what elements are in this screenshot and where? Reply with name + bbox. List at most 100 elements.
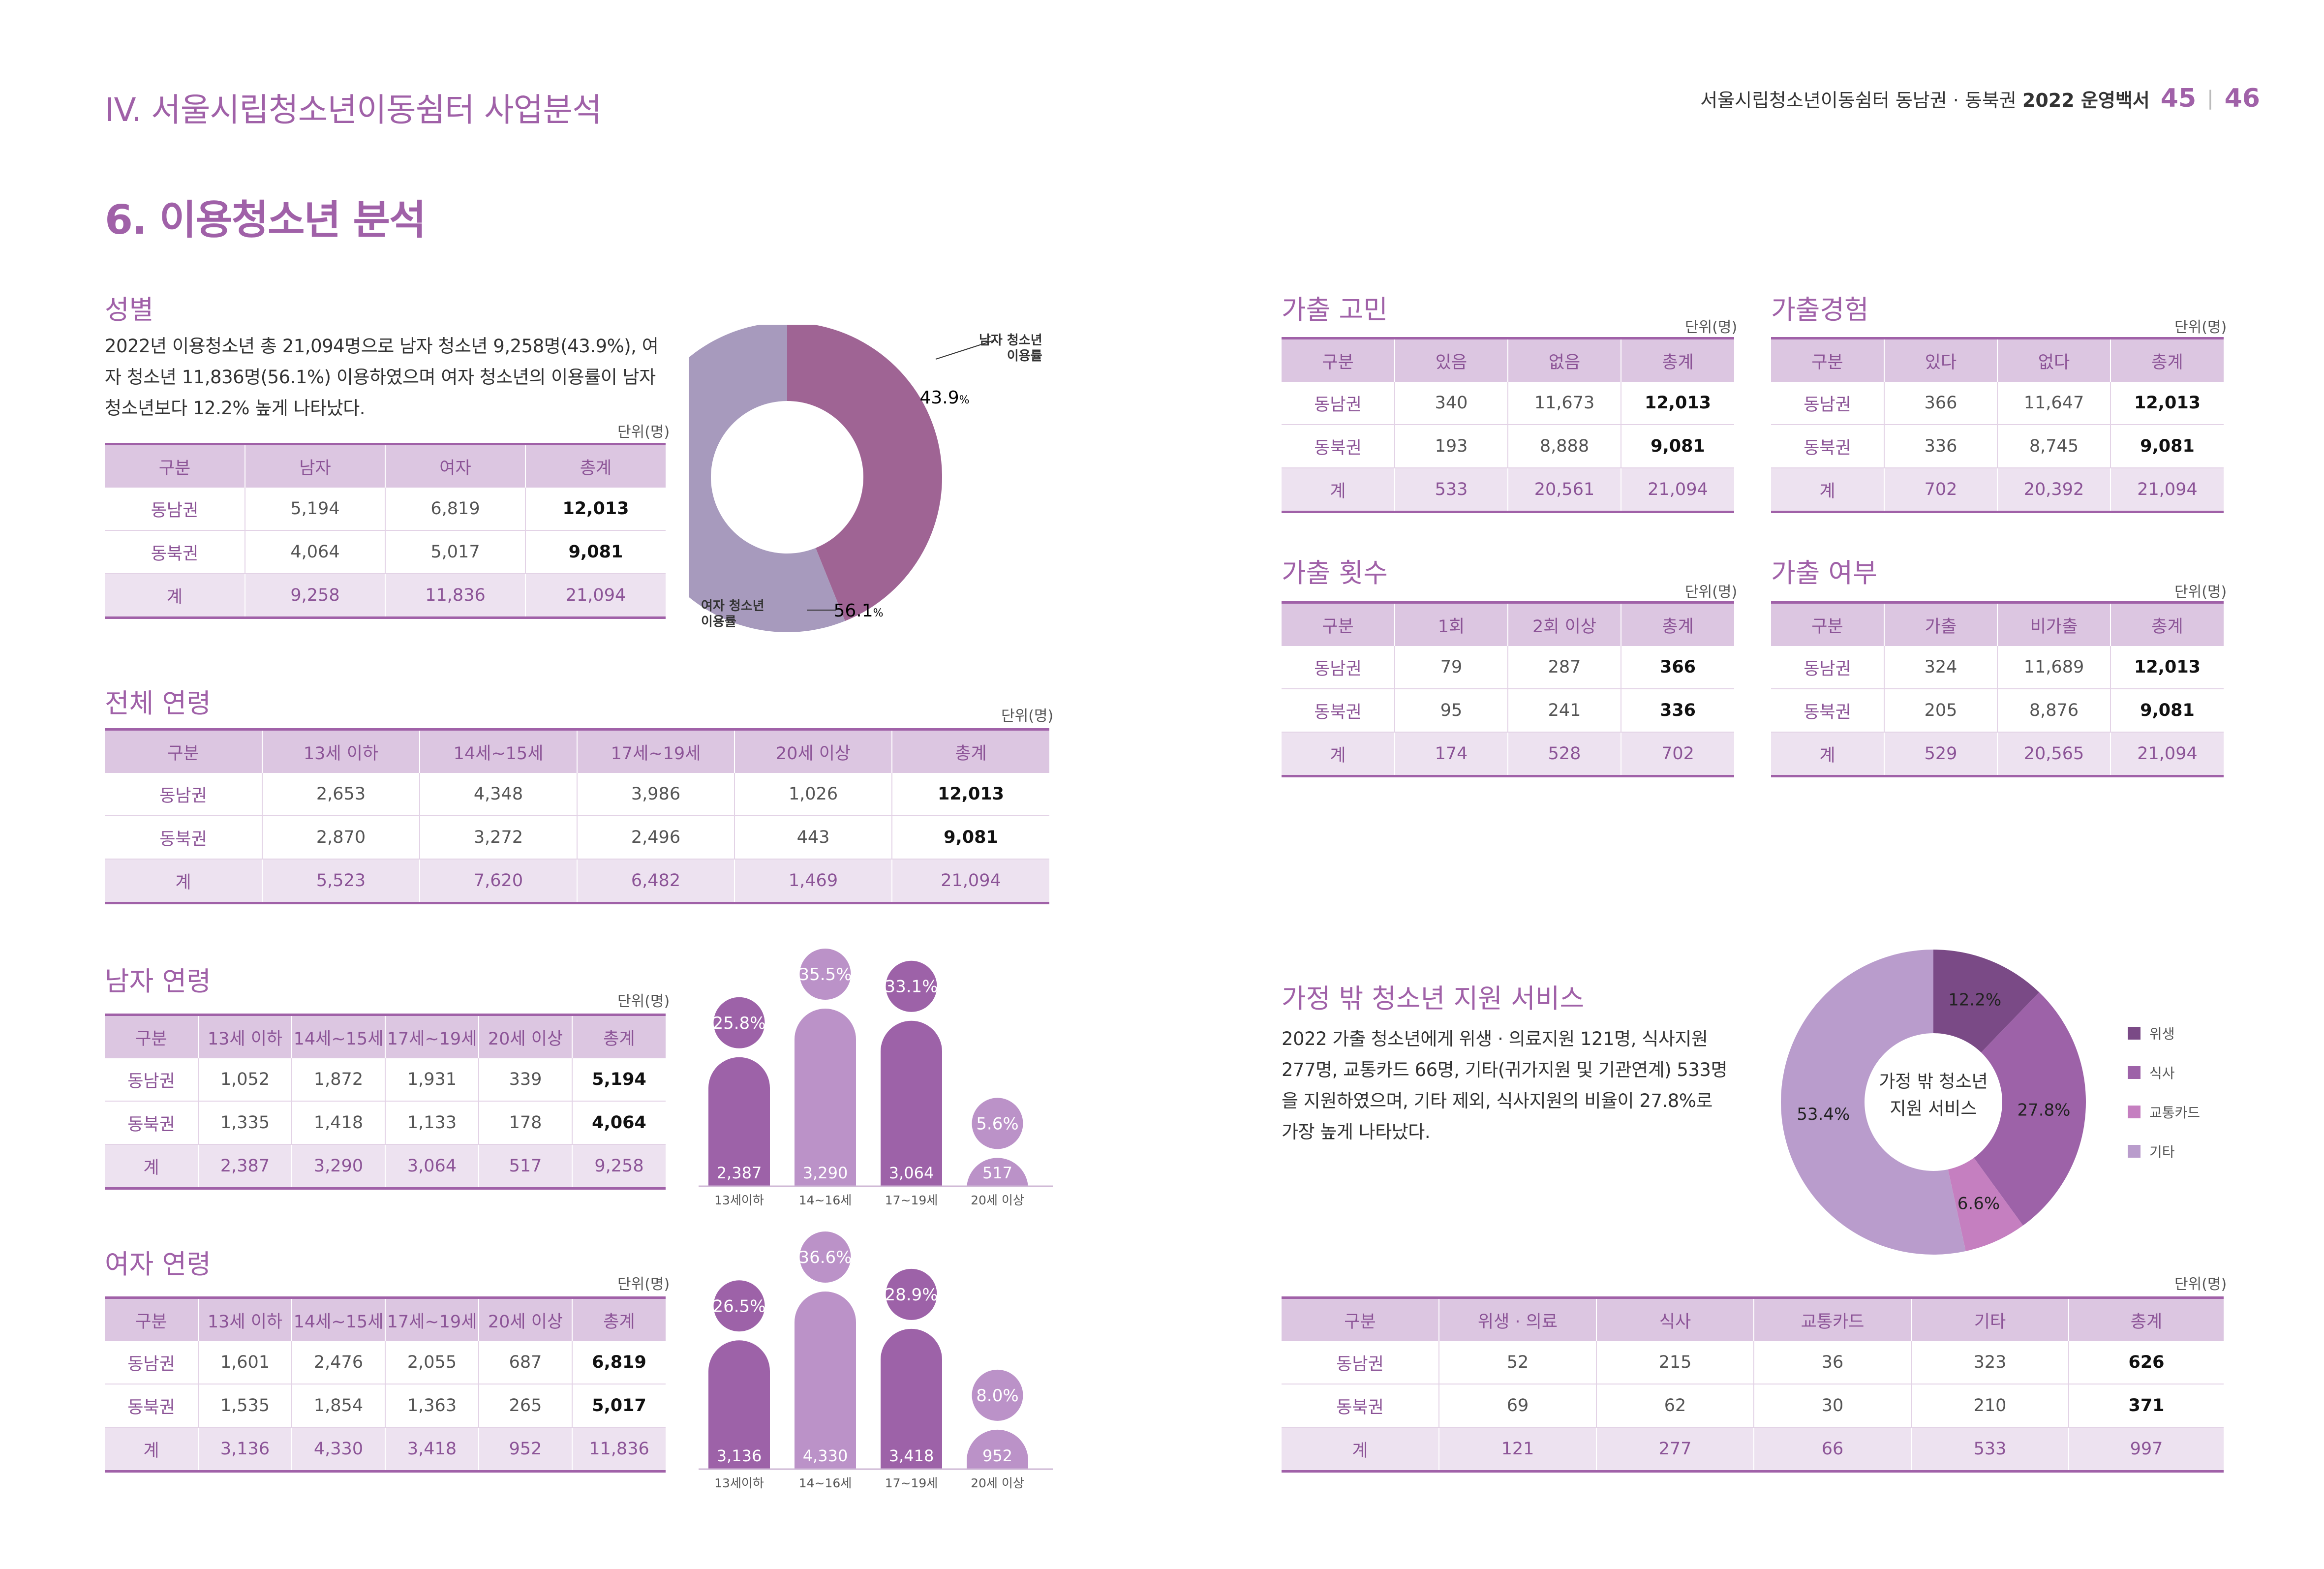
table-cell: 1,026 (734, 773, 892, 816)
person-head (886, 1268, 937, 1320)
male-pct-label: 43.9% (919, 388, 969, 408)
support-donut-chart: 가정 밖 청소년 지원 서비스 12.2% 27.8% 6.6% 53.4% (1781, 950, 2086, 1255)
table-cell: 241 (1507, 689, 1621, 733)
row-label: 동북권 (1282, 1384, 1439, 1428)
table-header-row: 구분 있음 없음 총계 (1282, 337, 1734, 382)
row-label: 동남권 (105, 1058, 198, 1102)
row-label: 동남권 (1771, 382, 1884, 425)
column-header: 위생 · 의료 (1438, 1296, 1596, 1341)
section-title: 6. 이용청소년 분석 (105, 197, 426, 244)
column-header: 없다 (1997, 337, 2110, 382)
table-cell: 339 (478, 1058, 572, 1102)
table-total-row: 계 533 20,561 21,094 (1282, 468, 1734, 513)
table-cell: 21,094 (891, 859, 1049, 904)
legend-item: 교통카드 (2128, 1092, 2200, 1132)
row-label: 동남권 (1282, 1341, 1439, 1384)
table-total-row: 계 9,258 11,836 21,094 (105, 574, 666, 619)
table-cell: 9,081 (1621, 425, 1734, 468)
table-cell: 20,392 (1997, 468, 2110, 513)
runaway-experience-table: 구분 있다 없다 총계 동남권 366 11,647 12,013 동북권 336 8,745 9,0… (1771, 337, 2224, 513)
legend-label: 식사 (2149, 1065, 2175, 1081)
person-head (799, 1231, 851, 1283)
table-cell: 5,194 (572, 1058, 666, 1102)
row-label: 동남권 (1282, 382, 1395, 425)
male-age-table: 구분 13세 이하 14세~15세 17세~19세 20세 이상 총계 동남권 1,052 1,… (105, 1014, 666, 1190)
table-cell: 9,081 (2110, 689, 2224, 733)
column-header: 있다 (1884, 337, 1997, 382)
table-cell: 6,482 (577, 859, 734, 904)
legend-item: 위생 (2128, 1014, 2200, 1053)
table-cell: 687 (478, 1341, 572, 1384)
page-number-left: 45 (2160, 84, 2197, 113)
percent-label: 36.6% (798, 1248, 852, 1267)
legend-label: 위생 (2149, 1026, 2175, 1042)
table-cell: 1,535 (198, 1384, 292, 1428)
value-label: 2,387 (717, 1164, 762, 1182)
person-head (886, 960, 937, 1012)
table-row: 동북권 95 241 336 (1282, 689, 1734, 733)
person-bar (708, 1340, 770, 1469)
table-cell: 1,601 (198, 1341, 292, 1384)
category-label: 13세이하 (714, 1193, 764, 1207)
table-cell: 702 (1884, 468, 1997, 513)
gender-donut-slice (787, 325, 942, 621)
column-header: 2회 이상 (1507, 601, 1621, 646)
table-cell: 11,836 (385, 574, 525, 619)
table-cell: 533 (1394, 468, 1508, 513)
table-cell: 443 (734, 816, 892, 860)
table-row: 동남권 79 287 366 (1282, 646, 1734, 689)
percent-label: 8.0% (976, 1386, 1018, 1406)
column-header: 14세~15세 (291, 1296, 385, 1341)
column-header: 구분 (1771, 337, 1884, 382)
table-cell: 62 (1596, 1384, 1754, 1428)
column-header: 남자 (245, 443, 385, 488)
row-label: 계 (1282, 468, 1395, 513)
category-label: 17~19세 (885, 1193, 938, 1207)
column-header: 구분 (105, 728, 262, 773)
legend-swatch (2128, 1066, 2141, 1079)
table-cell: 21,094 (525, 574, 666, 619)
table-cell: 215 (1596, 1341, 1754, 1384)
table-cell: 178 (478, 1101, 572, 1145)
male-age-people-chart: 25.8% 2,387 13세이하 35.5% 3,290 14~16세 33.1% 3,06… (699, 949, 1053, 1207)
table-header-row: 구분 13세 이하 14세~15세 17세~19세 20세 이상 총계 (105, 1014, 666, 1058)
table-row: 동북권 336 8,745 9,081 (1771, 425, 2224, 468)
gender-table: 구분 남자 여자 총계 동남권 5,194 6,819 12,013 동북권 4,064 5,017… (105, 443, 666, 619)
support-donut-slice (1974, 992, 2086, 1226)
table-row: 동북권 2,870 3,272 2,496 443 9,081 (105, 816, 1049, 860)
table-total-row: 계 529 20,565 21,094 (1771, 732, 2224, 777)
table-cell: 1,133 (385, 1101, 479, 1145)
table-header-row: 구분 있다 없다 총계 (1771, 337, 2224, 382)
table-cell: 4,348 (419, 773, 577, 816)
table-cell: 7,620 (419, 859, 577, 904)
percent-label: 26.5% (712, 1296, 765, 1316)
table-cell: 324 (1884, 646, 1997, 689)
female-pct-label: 56.1% (833, 601, 883, 621)
person-head (713, 1280, 765, 1332)
female-age-table: 구분 13세 이하 14세~15세 17세~19세 20세 이상 총계 동남권 1,601 2,… (105, 1296, 666, 1473)
table-row: 동북권 69 62 30 210 371 (1282, 1384, 2224, 1428)
unit-label: 단위(명) (1685, 584, 1738, 601)
table-total-row: 계 5,523 7,620 6,482 1,469 21,094 (105, 859, 1049, 904)
slice-value-label: 27.8% (2017, 1101, 2070, 1120)
row-label: 계 (105, 1427, 198, 1473)
person-head (972, 1369, 1023, 1421)
table-cell: 336 (1621, 689, 1734, 733)
table-cell: 2,387 (198, 1144, 292, 1190)
support-donut-slice (1781, 950, 1966, 1255)
value-label: 3,418 (889, 1446, 934, 1465)
row-label: 계 (105, 1144, 198, 1190)
column-header: 1회 (1394, 601, 1508, 646)
row-label: 동북권 (1771, 425, 1884, 468)
column-header: 17세~19세 (385, 1014, 479, 1058)
table-cell: 6,819 (385, 488, 525, 531)
person-bar (967, 1429, 1028, 1469)
legend-label: 교통카드 (2149, 1105, 2201, 1121)
table-cell: 533 (1911, 1427, 2069, 1473)
category-label: 20세 이상 (971, 1476, 1024, 1490)
category-label: 14~16세 (799, 1476, 852, 1490)
table-total-row: 계 2,387 3,290 3,064 517 9,258 (105, 1144, 666, 1190)
support-donut-slice (1933, 950, 2040, 1053)
column-header: 구분 (105, 1296, 198, 1341)
column-header: 총계 (2110, 337, 2224, 382)
